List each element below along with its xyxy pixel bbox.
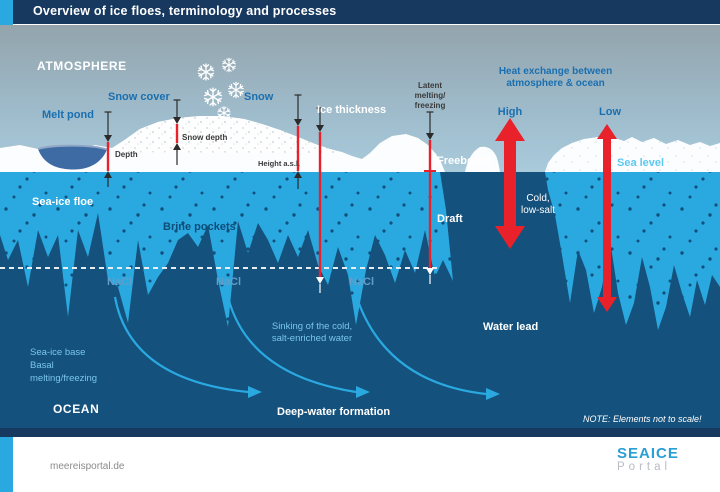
latent-melting-freezing-label: Latent melting/ freezing [414,81,446,110]
ice-thickness-measure-line [316,107,324,293]
freeboard-draft-measure-line [424,111,436,284]
logo-text: SEAICE [617,445,679,462]
logo-subtext: Portal [617,461,672,473]
right-ice-cap [545,137,720,172]
high-label: High [497,106,523,118]
snow-label: Snow [244,91,274,103]
melt-pond-shape [38,145,107,170]
deep-water-formation-label: Deep-water formation [277,406,391,418]
depth-label: Depth [115,150,138,159]
heat-arrow-high [495,118,525,249]
freeboard-label: Freeboard [437,155,491,167]
small-floe [465,146,500,172]
deep-water-circulation-arrows [113,296,500,400]
snow-depth-label: Snow depth [182,133,228,142]
diagram-bottom-band [0,428,720,437]
melt-pond-rim [37,144,108,151]
height-asl-measure-line [294,94,302,189]
heat-exchange-label: Heat exchange between atmosphere & ocean [498,66,613,89]
footer: meereisportal.de SEAICE Portal [0,437,720,492]
sea-ice-floe-label: Sea-ice floe [32,196,94,208]
note-label: NOTE: Elements not to scale! [583,414,702,424]
sea-level-label: Sea level [617,157,665,169]
atmosphere-label: ATMOSPHERE [37,59,127,73]
footer-accent-stripe [0,437,13,492]
ice-thickness-label: Ice thickness [317,104,387,116]
draft-label: Draft [437,213,463,225]
melt-pond-label: Melt pond [42,109,94,121]
low-label: Low [599,106,621,118]
height-asl-label: Height a.s.l. [258,159,301,168]
snow-cover-mound [112,116,342,153]
seaice-portal-logo: SEAICE Portal [617,445,679,474]
ocean-label: OCEAN [53,402,100,416]
right-floe-underwater [545,172,720,330]
nacl-label: NaCl [349,276,375,288]
header-bar [0,0,720,24]
left-floe-underwater [0,172,453,327]
water-lead-label: Water lead [483,321,539,333]
nacl-label: NaCl [107,276,133,288]
ice-floe-scene [0,25,720,437]
sinking-label: Sinking of the cold, salt-enriched water [271,321,353,344]
nacl-label: NaCl [216,276,242,288]
cold-low-salt-label: Cold, low-salt [521,193,555,216]
website-url: meereisportal.de [50,461,125,472]
brine-pockets-label: Brine pockets [163,221,236,233]
snow-depth-measure-line [173,99,181,165]
depth-measure-line [104,111,112,187]
header-accent-square [0,0,13,29]
page-title: Overview of ice floes, terminology and p… [33,4,337,18]
heat-arrow-low [597,124,617,312]
snow-cover-label: Snow cover [108,91,170,103]
sea-ice-base-label: Sea-ice base Basal melting/freezing [30,347,98,384]
